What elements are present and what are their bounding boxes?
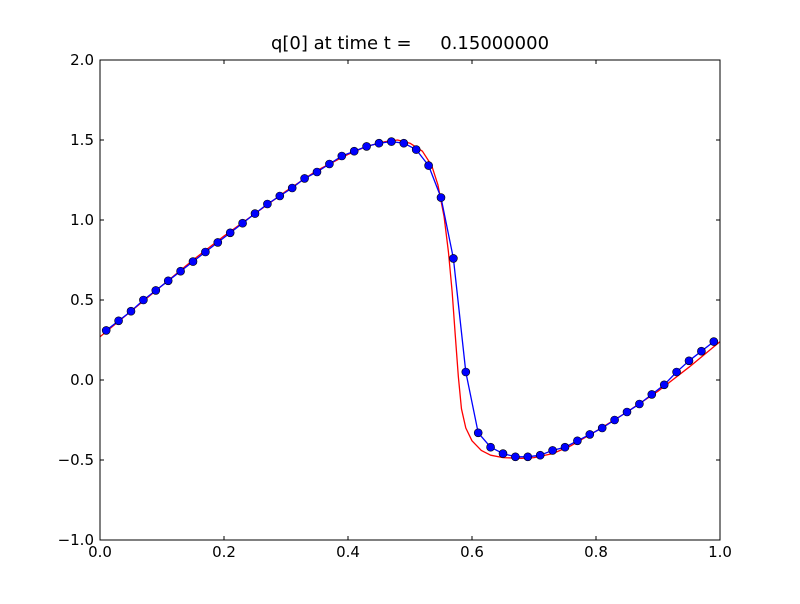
series-0-marker <box>362 142 371 151</box>
x-tick-label: 0.8 <box>584 543 608 561</box>
series-0-marker <box>201 247 210 257</box>
series-0-marker <box>622 407 632 417</box>
plot-area <box>100 137 720 462</box>
series-0-marker <box>436 193 446 202</box>
y-tick-label: −0.5 <box>58 451 94 469</box>
axes-layer: 0.0 0.2 0.4 0.6 0.8 1.0 −1.0 −0.5 0.0 0.5 1.0 1.5 2.… <box>58 51 732 561</box>
series-0-marker <box>659 380 669 390</box>
series-0-marker <box>672 367 681 377</box>
chart-title: q[0] at time t = 0.15000000 <box>271 33 549 54</box>
y-tick-label: 1.0 <box>70 211 94 229</box>
plot-layer <box>100 137 720 462</box>
series-0-marker <box>176 266 185 276</box>
series-0-marker <box>337 151 347 161</box>
series-0-marker <box>511 452 520 462</box>
x-tick-label: 1.0 <box>708 543 732 561</box>
series-0-marker <box>461 367 471 377</box>
series-0-marker <box>312 167 322 177</box>
series-0-marker <box>374 138 384 148</box>
series-0-marker <box>424 161 433 170</box>
series-0-marker <box>486 442 495 452</box>
y-tick-label: 0.0 <box>70 371 94 389</box>
series-0-marker <box>114 316 123 326</box>
x-tick-label: 0.6 <box>460 543 484 561</box>
series-0-marker <box>560 442 570 452</box>
series-0-marker <box>523 452 533 462</box>
series-0-marker <box>163 276 173 286</box>
series-0-marker <box>325 159 334 169</box>
series-0-marker <box>349 146 359 156</box>
series-0-marker <box>684 356 694 366</box>
x-tick-label: 0.4 <box>336 543 360 561</box>
series-0-marker <box>498 449 508 458</box>
series-0-marker <box>635 399 644 409</box>
series-0-marker <box>151 286 161 295</box>
series-0-marker <box>263 199 272 209</box>
series-0-marker <box>573 436 582 446</box>
x-tick-label: 0.0 <box>88 543 112 561</box>
series-0-marker <box>697 346 706 356</box>
series-0-marker <box>399 138 409 148</box>
y-tick-label: −1.0 <box>58 531 94 549</box>
series-0-marker <box>548 446 557 455</box>
series-0-marker <box>213 238 223 247</box>
y-tick-label: 0.5 <box>70 291 94 309</box>
series-0-marker <box>287 183 297 193</box>
series-0-marker <box>709 337 719 346</box>
series-0-marker <box>101 326 111 335</box>
series-0-marker <box>647 390 657 399</box>
series-0-marker <box>275 191 285 201</box>
series-0-marker <box>139 295 148 305</box>
series-0-marker <box>610 415 619 425</box>
series-0-marker <box>126 306 136 316</box>
series-0-marker <box>449 254 458 263</box>
series-0-marker <box>597 423 607 433</box>
y-tick-label: 1.5 <box>70 131 94 149</box>
y-tick-label: 2.0 <box>70 51 94 69</box>
series-0-marker <box>535 450 545 460</box>
series-0-marker <box>238 218 247 228</box>
series-0-marker <box>387 137 396 146</box>
series-0-marker <box>473 428 483 438</box>
series-0-marker <box>188 257 198 266</box>
series-0-marker <box>300 174 309 183</box>
series-0-marker <box>250 209 260 218</box>
series-0-marker <box>411 145 421 154</box>
x-tick-label: 0.2 <box>212 543 236 561</box>
series-0-marker <box>585 430 595 439</box>
series-0-marker <box>225 228 235 238</box>
